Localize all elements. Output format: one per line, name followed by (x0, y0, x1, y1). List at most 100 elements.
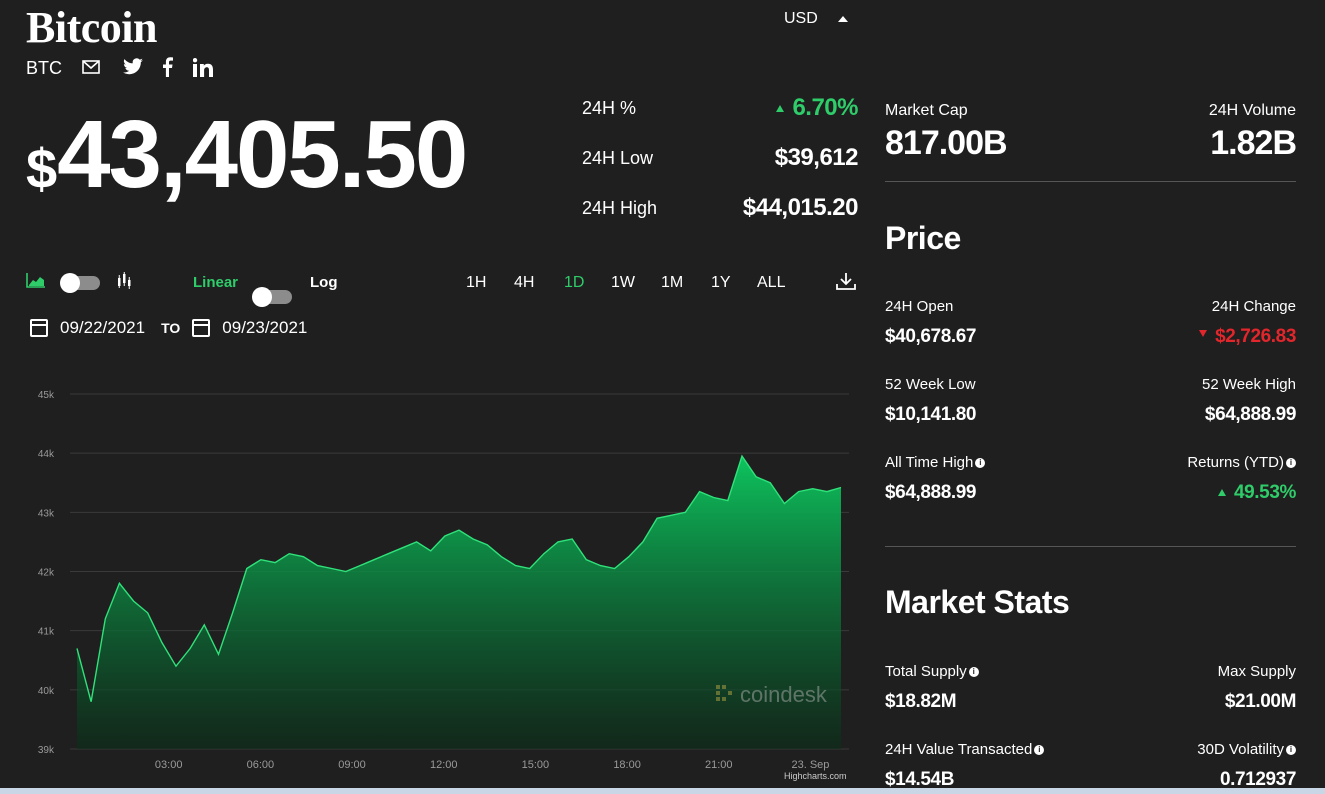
stat-24h-high: 24H High $44,015.20 (582, 194, 859, 222)
down-arrow-icon (1199, 330, 1208, 337)
download-icon[interactable] (836, 272, 856, 295)
price-area (77, 456, 841, 749)
x-tick-label: 12:00 (430, 759, 458, 771)
facebook-icon[interactable] (162, 56, 173, 78)
ytd-label: Returns (YTD) i (1187, 454, 1296, 471)
change-value: $2,726.83 (1199, 326, 1296, 348)
y-tick-label: 40k (38, 686, 55, 697)
y-tick-label: 45k (38, 390, 55, 401)
price-row-open: 24H Open 24H Change $40,678.67 $2,726.83 (885, 298, 1296, 348)
ytd-value: 49.53% (1217, 482, 1296, 504)
stat-label: 24H % (582, 97, 637, 118)
linear-scale-label[interactable]: Linear (193, 274, 239, 291)
market-cap-value: 817.00B (885, 124, 1008, 162)
change-label: 24H Change (1211, 298, 1296, 315)
highcharts-credit[interactable]: Highcharts.com (784, 771, 847, 781)
date-from[interactable]: 09/22/2021 (60, 318, 146, 337)
log-scale-label[interactable]: Log (310, 274, 338, 291)
ath-label: All Time High i (885, 454, 986, 471)
volatility-value: 0.712937 (1219, 769, 1296, 790)
wk52-low-label: 52 Week Low (885, 376, 976, 393)
calendar-icon[interactable] (192, 319, 211, 337)
total-supply-label: Total Supply i (885, 663, 979, 680)
x-tick-label: 15:00 (522, 759, 550, 771)
current-price: $ 43,405.50 (26, 100, 468, 210)
total-supply-value: $18.82M (885, 691, 957, 712)
y-tick-label: 41k (38, 627, 55, 638)
y-tick-label: 39k (38, 745, 55, 756)
wk52-high-label: 52 Week High (1202, 376, 1296, 393)
candlestick-icon[interactable] (116, 272, 132, 295)
info-icon[interactable]: i (975, 458, 986, 469)
x-tick-label: 21:00 (705, 759, 733, 771)
price-value: 43,405.50 (57, 101, 468, 208)
x-tick-label: 23. Sep (791, 759, 829, 771)
price-currency-symbol: $ (26, 137, 57, 200)
open-label: 24H Open (885, 298, 954, 315)
coindesk-watermark: coindesk (716, 682, 828, 707)
currency-selector[interactable]: USD (784, 10, 848, 28)
date-range: 09/22/2021 TO 09/23/2021 (30, 318, 307, 338)
info-icon[interactable]: i (1286, 745, 1296, 756)
open-value: $40,678.67 (885, 326, 977, 347)
email-share-icon[interactable] (82, 56, 100, 78)
volume-label: 24H Volume (1208, 102, 1296, 119)
price-line (76, 454, 842, 702)
divider (885, 181, 1296, 182)
range-1m-button[interactable]: 1M (661, 274, 684, 291)
value-transacted-value: $14.54B (885, 769, 955, 790)
range-4h-button[interactable]: 4H (514, 274, 535, 291)
stats-row-supply: Total Supply i Max Supply $18.82M $21.00M (885, 663, 1296, 713)
up-arrow-icon (1217, 489, 1226, 497)
price-chart: 45k 44k 43k 42k 41k 40k 39k 03:00 06:00 09:00 12:0… (38, 390, 849, 781)
calendar-icon[interactable] (30, 319, 48, 337)
info-icon[interactable]: i (968, 667, 979, 678)
range-1y-button[interactable]: 1Y (711, 274, 731, 291)
taskbar-strip (0, 788, 1325, 794)
ath-value: $64,888.99 (885, 482, 977, 503)
twitter-icon[interactable] (122, 56, 144, 78)
y-tick-label: 44k (38, 449, 55, 460)
stat-24h-percent: 24H % 6.70% (582, 94, 858, 122)
page-title: Bitcoin (26, 3, 157, 52)
wk52-high-value: $64,888.99 (1204, 404, 1296, 425)
scale-toggle[interactable] (252, 287, 292, 307)
divider (885, 546, 1296, 547)
area-chart-icon[interactable] (26, 272, 46, 293)
y-tick-label: 42k (38, 568, 55, 579)
stat-label: 24H Low (582, 147, 654, 168)
info-icon[interactable]: i (1034, 745, 1045, 756)
market-stats-title: Market Stats (885, 584, 1070, 620)
stat-value: $39,612 (774, 144, 859, 171)
x-tick-label: 09:00 (338, 759, 366, 771)
stat-value: $44,015.20 (742, 194, 859, 221)
market-summary: Market Cap 24H Volume 817.00B 1.82B (885, 102, 1297, 163)
stat-label: 24H High (582, 197, 658, 218)
price-row-52week: 52 Week Low 52 Week High $10,141.80 $64,… (885, 376, 1296, 426)
caret-up-icon (837, 16, 848, 22)
range-1d-button[interactable]: 1D (564, 274, 585, 291)
stat-value: 6.70% (776, 94, 858, 122)
price-row-ath: All Time High i Returns (YTD) i $64,888.99… (885, 454, 1296, 504)
linkedin-icon[interactable] (193, 56, 213, 78)
range-1h-button[interactable]: 1H (466, 274, 487, 291)
volume-value: 1.82B (1210, 124, 1297, 162)
ticker-symbol: BTC (26, 58, 62, 78)
volatility-label: 30D Volatility i (1197, 741, 1296, 758)
stats-row-transacted: 24H Value Transacted i 30D Volatility i $1… (885, 741, 1296, 791)
x-tick-label: 03:00 (155, 759, 183, 771)
stat-24h-low: 24H Low $39,612 (582, 144, 859, 172)
wk52-low-value: $10,141.80 (885, 404, 977, 425)
up-arrow-icon (776, 105, 785, 113)
range-1w-button[interactable]: 1W (611, 274, 635, 291)
currency-label: USD (784, 10, 818, 27)
x-tick-label: 18:00 (613, 759, 641, 771)
max-supply-value: $21.00M (1224, 691, 1297, 712)
chart-type-toggle[interactable] (60, 273, 100, 293)
market-cap-label: Market Cap (885, 102, 968, 119)
range-all-button[interactable]: ALL (757, 274, 786, 291)
y-tick-label: 43k (38, 508, 55, 519)
price-section-title: Price (885, 220, 961, 256)
date-to[interactable]: 09/23/2021 (222, 318, 308, 337)
info-icon[interactable]: i (1286, 458, 1296, 469)
